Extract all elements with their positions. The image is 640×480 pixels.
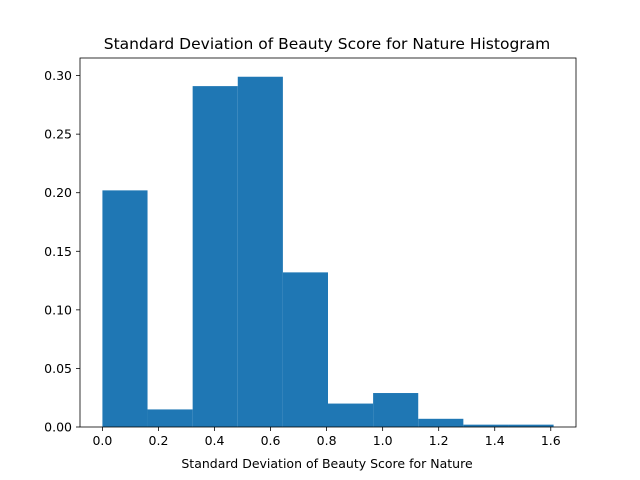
x-tick-label: 0.8 [317, 433, 337, 448]
y-tick-label: 0.00 [44, 420, 72, 435]
histogram-bar-7 [373, 393, 419, 427]
histogram-bar-6 [328, 403, 374, 427]
y-tick-label: 0.05 [44, 361, 72, 376]
histogram-bar-3 [192, 86, 238, 427]
chart-title: Standard Deviation of Beauty Score for N… [104, 35, 551, 53]
y-axis-ticks: 0.00 0.05 0.10 0.15 0.20 0.25 0.30 [44, 68, 80, 435]
y-tick-label: 0.10 [44, 302, 72, 317]
x-axis-label: Standard Deviation of Beauty Score for N… [181, 456, 473, 471]
x-tick-label: 1.6 [541, 433, 561, 448]
y-tick-label: 0.25 [44, 127, 72, 142]
histogram-bar-9 [463, 424, 509, 427]
histogram-bar-4 [237, 76, 283, 427]
x-tick-label: 1.2 [429, 433, 449, 448]
x-axis-ticks: 0.0 0.2 0.4 0.6 0.8 1.0 1.2 1.4 1.6 [92, 427, 561, 448]
histogram-bar-2 [147, 409, 193, 427]
x-tick-label: 0.6 [261, 433, 281, 448]
x-tick-label: 0.0 [92, 433, 112, 448]
x-tick-label: 1.4 [485, 433, 505, 448]
x-tick-label: 1.0 [373, 433, 393, 448]
plot-area-frame [79, 57, 577, 428]
y-tick-label: 0.20 [44, 185, 72, 200]
y-tick-label: 0.15 [44, 244, 72, 259]
histogram-bars [102, 76, 554, 427]
x-tick-label: 0.2 [149, 433, 169, 448]
histogram-bar-5 [282, 272, 328, 427]
histogram-bar-10 [508, 424, 554, 427]
histogram-bar-8 [418, 418, 464, 427]
x-tick-label: 0.4 [205, 433, 225, 448]
histogram-bar-1 [102, 190, 148, 427]
y-tick-label: 0.30 [44, 68, 72, 83]
